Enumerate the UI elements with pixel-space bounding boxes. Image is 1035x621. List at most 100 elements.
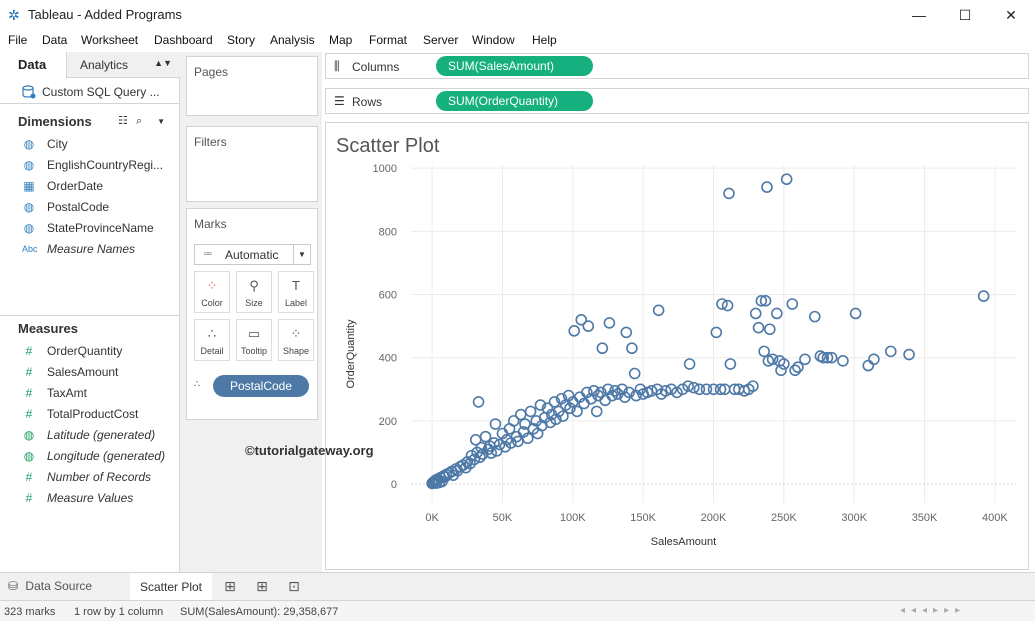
scatter-point (903, 348, 915, 361)
menu-analysis[interactable]: Analysis (270, 33, 315, 47)
field-city[interactable]: ◍ City (0, 134, 180, 155)
scatter-point (628, 367, 641, 380)
menu-dashboard[interactable]: Dashboard (154, 33, 213, 47)
columns-shelf[interactable]: ⫼ Columns SUM(SalesAmount) (325, 53, 1029, 79)
menu-window[interactable]: Window (472, 33, 515, 47)
mark-button-label: Label (284, 298, 308, 308)
field-label: Measure Names (47, 242, 136, 256)
filters-card[interactable]: Filters (186, 126, 318, 202)
scatter-point (761, 181, 773, 193)
scatter-point (599, 394, 611, 407)
scatter-chart[interactable]: 0K 50K 100K 150K 200K 250K 300K 350K 400K 0 200 400… (326, 123, 1028, 569)
scatter-point (485, 447, 497, 459)
scatter-point (548, 396, 561, 408)
size-icon: ⚲ (249, 278, 259, 293)
mark-detail-button[interactable]: ∴ Detail (194, 319, 230, 361)
search-icon[interactable]: ⌕ (135, 115, 143, 127)
menu-map[interactable]: Map (329, 33, 353, 47)
status-marks: 323 marks (4, 606, 56, 618)
scatter-point (626, 342, 638, 355)
x-tick-label: 150K (630, 512, 656, 524)
globe-icon: ◍ (23, 449, 35, 463)
menu-server[interactable]: Server (423, 33, 459, 47)
tab-scatter-plot[interactable]: Scatter Plot (130, 573, 212, 601)
field-number-of-records[interactable]: # Number of Records (0, 467, 180, 488)
field-label: Measure Values (47, 491, 134, 505)
close-button[interactable]: ✕ (1005, 6, 1017, 23)
tab-analytics[interactable]: Analytics ▲▼ (66, 52, 180, 78)
maximize-button[interactable]: ☐ (958, 6, 972, 23)
menu-story[interactable]: Story (227, 33, 256, 47)
rows-shelf[interactable]: ☰ Rows SUM(OrderQuantity) (325, 88, 1029, 114)
pages-card[interactable]: Pages (186, 56, 318, 116)
field-label: SalesAmount (47, 365, 119, 379)
field-orderquantity[interactable]: # OrderQuantity (0, 341, 180, 362)
field-englishcountryregi[interactable]: ◍ EnglishCountryRegi... (0, 155, 180, 176)
scatter-point (755, 295, 768, 307)
x-tick-label: 0K (425, 512, 439, 524)
mark-label-button[interactable]: T Label (278, 271, 314, 313)
field-measure-values[interactable]: # Measure Values (0, 488, 180, 509)
menu-format[interactable]: Format (369, 33, 408, 47)
scatter-point (771, 307, 783, 320)
scatter-point (524, 405, 537, 418)
scatter-point (721, 299, 734, 312)
scatter-point (488, 437, 500, 449)
field-taxamt[interactable]: # TaxAmt (0, 383, 180, 404)
menu-worksheet[interactable]: Worksheet (81, 33, 139, 47)
x-tick-label: 50K (493, 512, 513, 524)
menu-file[interactable]: File (8, 33, 28, 47)
menu-help[interactable]: Help (532, 33, 557, 47)
field-stateprovincename[interactable]: ◍ StateProvinceName (0, 218, 180, 239)
field-postalcode[interactable]: ◍ PostalCode (0, 197, 180, 218)
marks-type-dropdown[interactable]: ▫▫ Automatic ▼ (194, 244, 311, 265)
scatter-point (868, 353, 880, 366)
mark-button-label: Size (245, 298, 263, 308)
scatter-point (603, 317, 616, 329)
x-tick-label: 100K (560, 512, 586, 524)
mark-shape-button[interactable]: ⁘ Shape (278, 319, 314, 361)
y-tick-label: 600 (379, 290, 397, 302)
scatter-point (778, 358, 790, 370)
tooltip-icon: ▭ (247, 326, 261, 341)
sheet-navigation[interactable]: ◂◂◂▸▸▸ (900, 605, 967, 616)
tab-data[interactable]: Data (0, 52, 66, 78)
field-label: OrderDate (47, 179, 104, 193)
field-totalproductcost[interactable]: # TotalProductCost (0, 404, 180, 425)
mark-size-button[interactable]: ⚲ Size (236, 271, 272, 313)
scatter-point (671, 386, 683, 399)
new-story-icon[interactable]: ⊡ (288, 578, 300, 594)
new-worksheet-icon[interactable]: ⊞ (224, 578, 236, 594)
field-salesamount[interactable]: # SalesAmount (0, 362, 180, 383)
rows-label: Rows (352, 95, 383, 109)
dimensions-tools[interactable]: ☷ ⌕ ▼ (118, 114, 165, 128)
new-dashboard-icon[interactable]: ⊞ (256, 578, 268, 594)
field-label: TotalProductCost (47, 407, 139, 421)
worksheet-view[interactable]: 0K 50K 100K 150K 200K 250K 300K 350K 400K 0 200 400… (325, 122, 1029, 570)
scatter-point (723, 187, 735, 200)
scatter-point (665, 383, 678, 396)
detail-pill-postalcode[interactable]: PostalCode (213, 375, 309, 397)
chevron-down-icon: ▼ (293, 245, 310, 264)
view-list-icon[interactable]: ☷ (118, 115, 128, 127)
tab-data-source[interactable]: ⛁ Data Source (8, 579, 92, 593)
scatter-point (758, 345, 770, 358)
datasource-item[interactable]: Custom SQL Query ... (0, 80, 180, 104)
minimize-button[interactable]: — (912, 7, 926, 23)
field-measure-names[interactable]: Abc Measure Names (0, 239, 180, 260)
rows-pill[interactable]: SUM(OrderQuantity) (436, 91, 593, 111)
field-label: StateProvinceName (47, 221, 154, 235)
mark-color-button[interactable]: ⁘ Color (194, 271, 230, 313)
field-orderdate[interactable]: ▦ OrderDate (0, 176, 180, 197)
menu-data[interactable]: Data (42, 33, 68, 47)
scatter-point (789, 364, 801, 377)
columns-pill[interactable]: SUM(SalesAmount) (436, 56, 593, 76)
field-latitude-generated[interactable]: ◍ Latitude (generated) (0, 425, 180, 446)
hash-icon: # (25, 386, 33, 400)
field-label: OrderQuantity (47, 344, 123, 358)
updown-arrow-icon: ▲▼ (154, 58, 172, 68)
mark-tooltip-button[interactable]: ▭ Tooltip (236, 319, 272, 361)
field-longitude-generated[interactable]: ◍ Longitude (generated) (0, 446, 180, 467)
x-tick-label: 300K (841, 512, 867, 524)
chevron-down-icon[interactable]: ▼ (157, 117, 166, 126)
